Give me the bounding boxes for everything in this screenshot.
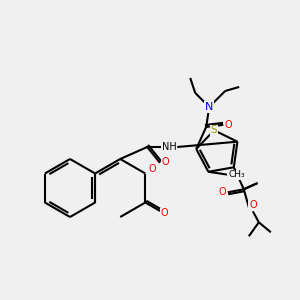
Text: O: O xyxy=(249,200,256,210)
Text: O: O xyxy=(160,208,168,218)
Text: N: N xyxy=(205,102,213,112)
Text: O: O xyxy=(161,157,169,167)
Text: NH: NH xyxy=(162,142,177,152)
Text: S: S xyxy=(211,125,217,135)
Text: CH₃: CH₃ xyxy=(228,170,245,179)
Text: O: O xyxy=(218,187,226,197)
Text: O: O xyxy=(148,164,156,175)
Text: O: O xyxy=(224,120,232,130)
